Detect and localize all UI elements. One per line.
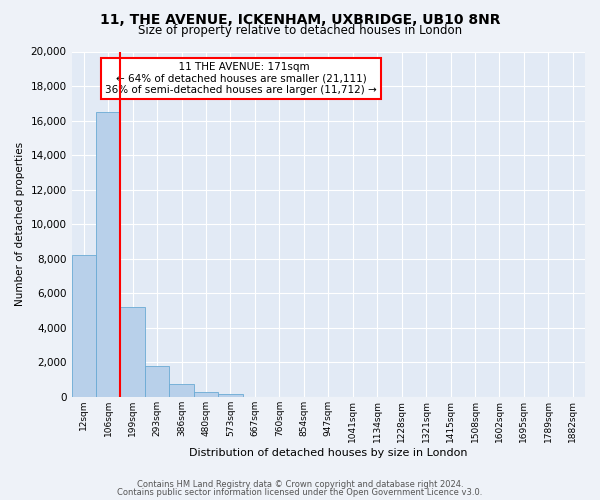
Bar	[96, 112, 121, 397]
Bar	[218, 394, 242, 397]
Text: Size of property relative to detached houses in London: Size of property relative to detached ho…	[138, 24, 462, 37]
Text: Contains public sector information licensed under the Open Government Licence v3: Contains public sector information licen…	[118, 488, 482, 497]
Bar	[194, 392, 218, 397]
X-axis label: Distribution of detached houses by size in London: Distribution of detached houses by size …	[189, 448, 467, 458]
Y-axis label: Number of detached properties: Number of detached properties	[15, 142, 25, 306]
Bar	[121, 307, 145, 397]
Bar	[71, 256, 96, 397]
Text: 11, THE AVENUE, ICKENHAM, UXBRIDGE, UB10 8NR: 11, THE AVENUE, ICKENHAM, UXBRIDGE, UB10…	[100, 12, 500, 26]
Bar	[169, 384, 194, 397]
Text: 11 THE AVENUE: 171sqm
← 64% of detached houses are smaller (21,111)
36% of semi-: 11 THE AVENUE: 171sqm ← 64% of detached …	[105, 62, 377, 95]
Text: Contains HM Land Registry data © Crown copyright and database right 2024.: Contains HM Land Registry data © Crown c…	[137, 480, 463, 489]
Bar	[145, 366, 169, 397]
